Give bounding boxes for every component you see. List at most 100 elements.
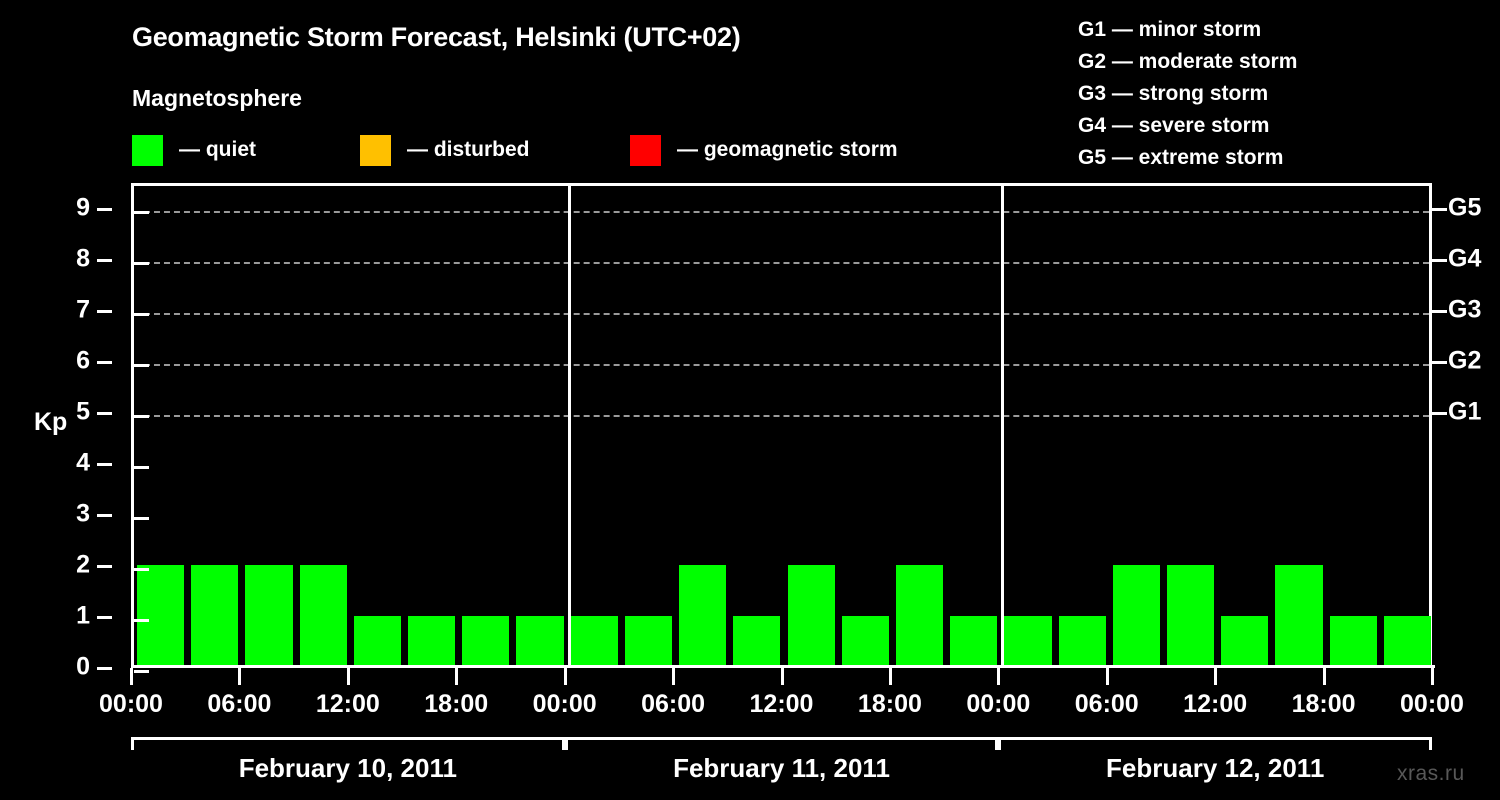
kp-bar [841,616,889,667]
kp-bar [1112,565,1160,667]
green-square-icon [132,134,163,166]
x-tick [238,668,242,685]
date-bracket [564,737,999,750]
y-tick-mark-5 [97,412,112,416]
y-tick-mark-3 [97,514,112,518]
y-tick-mark-1 [97,616,112,620]
g-tick-mark-g3 [1431,310,1447,314]
x-tick-label: 06:00 [1074,690,1139,718]
legend-item-label: — geomagnetic storm [677,138,898,161]
x-tick-label: 12:00 [315,690,380,718]
kp-bar [1329,616,1377,667]
y-tick-8 [134,262,149,266]
y-tick-5 [134,415,149,419]
kp-bar [624,616,673,667]
x-tick [997,668,1001,685]
y-tick-mark-9 [97,208,112,212]
date-label: February 12, 2011 [1106,753,1325,783]
y-tick-label: 0 [76,652,90,681]
x-tick [672,668,676,685]
red-square-icon [630,134,661,166]
g-axis-label: G5 [1448,193,1482,222]
x-tick-label: 00:00 [532,690,597,718]
day-separator [567,186,571,667]
x-tick [130,668,133,685]
kp-bar [787,565,835,667]
g-axis-label: G3 [1448,295,1482,324]
x-tick-label: 06:00 [641,690,706,718]
y-tick-label: 1 [76,601,90,630]
kp-bar [950,616,998,667]
kp-bar [1004,616,1052,667]
y-tick-6 [134,364,149,368]
watermark: xras.ru [1397,762,1465,785]
x-tick [1431,668,1434,685]
kp-bar [895,565,944,667]
y-tick-0 [134,670,149,673]
y-tick-label: 9 [76,193,90,222]
kp-bar [570,616,618,667]
y-tick-label: 2 [76,550,90,579]
date-bracket [998,737,1432,750]
legend-item-label: — quiet [179,138,256,161]
x-tick [888,668,892,685]
x-tick-label: 00:00 [966,690,1031,718]
legend-item-label: — disturbed [407,138,530,161]
y-tick-mark-0 [97,667,112,670]
y-tick-label: 6 [76,346,90,375]
magnetosphere-label: Magnetosphere [132,85,302,111]
x-tick [346,668,350,685]
gridline-kp-5 [134,415,1429,418]
y-tick-label: 7 [76,295,90,324]
gridline-kp-8 [134,262,1429,265]
x-tick-label: 06:00 [207,690,272,718]
y-tick-mark-8 [97,259,112,263]
g-tick-mark-g2 [1431,361,1447,365]
x-tick [780,668,784,685]
y-tick-mark-7 [97,310,112,314]
kp-bar [408,616,456,667]
y-tick-1 [134,619,149,623]
y-axis-labels: 0 1 2 3 4 5 6 7 8 9 [68,183,112,681]
x-tick-label: 00:00 [99,690,163,718]
x-tick [1322,668,1326,685]
y-tick-label: 8 [76,244,90,273]
x-axis-baseline [131,665,1435,668]
kp-bar [733,616,781,667]
kp-bar [1275,565,1323,667]
kp-bar [462,616,510,667]
y-tick-9 [134,211,149,215]
kp-bar [353,616,402,667]
g-tick-mark-g4 [1431,259,1447,263]
date-label: February 10, 2011 [238,753,457,783]
legend-item-amber: — disturbed [360,133,530,167]
x-tick-label: 18:00 [424,690,489,718]
x-tick-label: 12:00 [1183,690,1248,718]
y-tick-mark-2 [97,565,112,569]
gridline-kp-7 [134,313,1429,316]
x-tick [563,668,567,685]
x-tick [1214,668,1218,685]
g-legend-row-g2: G2 — moderate storm [1078,50,1298,73]
x-tick [1105,668,1109,685]
y-tick-label: 5 [76,397,90,426]
y-tick-7 [134,313,149,317]
gridline-kp-6 [134,364,1429,367]
g-scale-legend: G1 — minor storm G2 — moderate storm G3 — … [1078,14,1498,174]
g-axis-labels: G1 G2 G3 G4 G5 [1431,183,1500,667]
kp-bar [191,565,239,667]
y-tick-mark-6 [97,361,112,365]
g-tick-mark-g1 [1431,412,1447,416]
x-tick-label: 00:00 [1400,690,1464,718]
kp-bar [245,565,293,667]
g-axis-label: G2 [1448,346,1482,375]
x-tick-label: 18:00 [1291,690,1356,718]
gridline-kp-9 [134,211,1429,214]
g-tick-mark-g5 [1431,208,1447,212]
y-tick-mark-4 [97,463,112,467]
date-bracket [131,737,565,750]
y-axis-title: Kp [34,408,68,436]
kp-bar [516,616,564,667]
y-tick-2 [134,568,149,572]
